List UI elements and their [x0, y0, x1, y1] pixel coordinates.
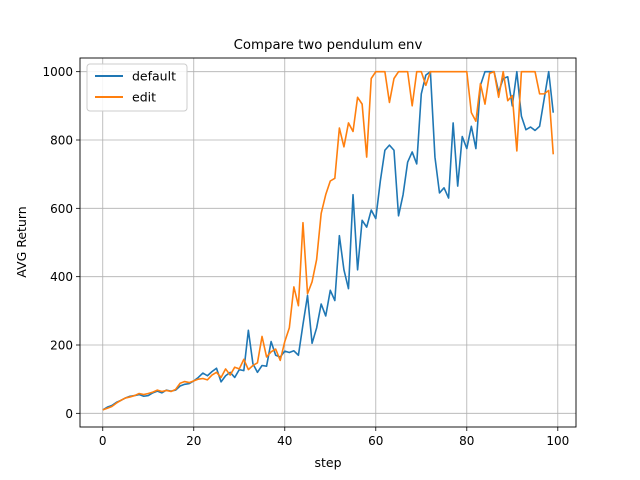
legend-label-default: default	[132, 69, 176, 84]
plot-frame	[79, 57, 577, 428]
y-tick-label: 1000	[42, 65, 73, 79]
y-tick-label: 200	[50, 339, 73, 353]
x-tick-label: 100	[546, 434, 569, 448]
series-line-edit	[102, 70, 555, 411]
x-tick-label: 40	[277, 434, 292, 448]
y-tick-label: 800	[50, 134, 73, 148]
x-axis-label: step	[314, 455, 341, 470]
chart-title: Compare two pendulum env	[234, 38, 423, 53]
x-tick-label: 0	[99, 434, 107, 448]
y-tick-label: 600	[50, 202, 73, 216]
grid-lines	[80, 58, 576, 427]
x-tick-label: 20	[186, 434, 201, 448]
x-tick-label: 80	[459, 434, 474, 448]
y-axis-label: AVG Return	[14, 206, 29, 277]
series-lines	[102, 70, 555, 411]
legend: default edit	[86, 63, 188, 112]
series-line-default	[102, 70, 555, 411]
legend-label-edit: edit	[132, 90, 156, 105]
x-tick-label: 60	[368, 434, 383, 448]
y-tick-label: 0	[65, 407, 73, 421]
y-tick-label: 400	[50, 270, 73, 284]
